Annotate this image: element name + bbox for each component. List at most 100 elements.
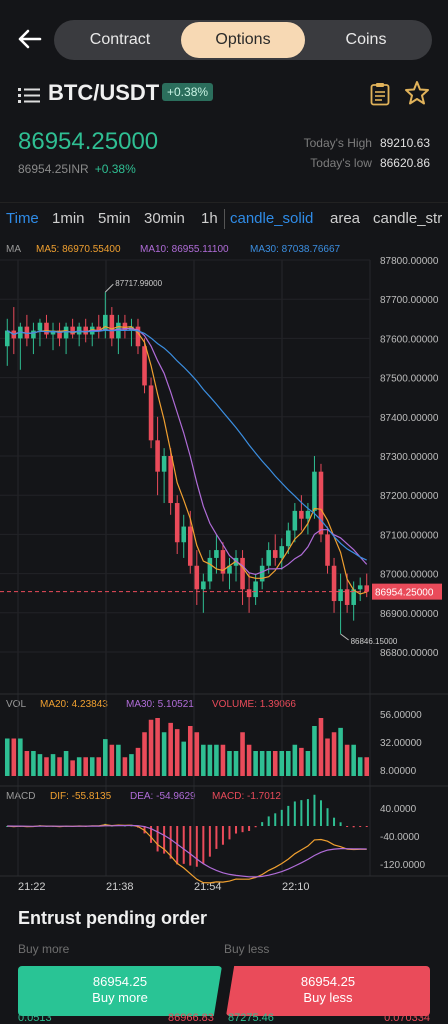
volume-bar [24, 751, 30, 776]
low-label: Today's low [310, 156, 372, 170]
price-tick-label: 87000.00000 [380, 570, 439, 581]
price-tick-label: 86900.00000 [380, 609, 439, 620]
style-candle-stroke[interactable]: candle_str [373, 210, 443, 227]
volume-bar [318, 718, 324, 776]
volume-bar [286, 751, 291, 776]
volume-bar [207, 744, 213, 776]
buy-more-button[interactable]: 86954.25 Buy more [18, 966, 222, 1016]
candle-body [44, 322, 49, 335]
timeframe-bar: Time 1min 5min 30min 1h candle_solid are… [0, 202, 448, 234]
volume-bar [155, 718, 160, 776]
menu-list-icon[interactable] [18, 86, 40, 104]
macd-hist-bar [293, 801, 296, 826]
macd-hist-bar [346, 826, 349, 827]
tf-1h[interactable]: 1h [201, 210, 218, 227]
current-price-tag [372, 583, 442, 600]
macd-legend: MACD: -1.7012 [212, 791, 281, 802]
tf-30min[interactable]: 30min [144, 210, 185, 227]
candle-body [181, 526, 187, 543]
clipboard-icon[interactable] [370, 82, 390, 106]
candle-body [214, 550, 219, 558]
volume-bar [96, 757, 102, 776]
candle-body [207, 557, 213, 582]
volume-bar [299, 747, 304, 776]
volume-bar [240, 732, 245, 776]
kline-chart[interactable]: MA MA5: 86970.55400 MA10: 86955.11100 MA… [0, 236, 448, 900]
ma5-line [6, 325, 367, 595]
buy-less-label: Buy less [224, 942, 270, 956]
volume-bar [351, 744, 356, 776]
todays-low: Today's low 86620.86 [310, 156, 430, 170]
tf-1min[interactable]: 1min [52, 210, 85, 227]
volume-bar [63, 751, 69, 776]
candle-body [168, 456, 173, 504]
macd-hist-bar [202, 826, 205, 864]
macd-hist-bar [280, 809, 283, 826]
tab-contract[interactable]: Contract [89, 31, 151, 48]
candle-body [351, 589, 356, 605]
macd-hist-bar [215, 826, 218, 849]
macd-hist-bar [326, 808, 329, 826]
volume-bar [246, 744, 252, 776]
volume-bar [161, 732, 167, 776]
min-pointer [340, 633, 349, 641]
buy-price: 86954.25 [92, 974, 148, 989]
style-candle-solid[interactable]: candle_solid [230, 210, 314, 227]
macd-hist-bar [228, 826, 231, 840]
candle-body [220, 550, 226, 574]
ob-qty-a: 0.0513 [18, 1012, 52, 1024]
tf-time[interactable]: Time [6, 210, 39, 227]
ma10-line [6, 327, 368, 576]
dea-line [7, 824, 367, 878]
volume-bar [129, 754, 134, 776]
price-inr: 86954.25INR [18, 162, 89, 176]
macd-hist-bar [182, 826, 185, 864]
macd-hist-bar [333, 817, 336, 826]
back-arrow-icon[interactable] [16, 26, 42, 52]
todays-high: Today's High 89210.63 [304, 136, 430, 150]
candle-body [325, 534, 330, 566]
tab-options[interactable]: Options [181, 22, 305, 58]
volume-bar [168, 722, 173, 776]
volume-bar [187, 726, 193, 776]
volume-bar [76, 757, 82, 776]
volume-bar [344, 744, 350, 776]
macd-hist-bar [241, 826, 244, 833]
volume-bars: 56.00000 32.00000 8.00000 [4, 710, 422, 777]
tf-5min[interactable]: 5min [98, 210, 131, 227]
price-tick-label: 87200.00000 [380, 491, 439, 502]
macd-hist-bar [352, 826, 355, 828]
volume-bar [292, 744, 298, 776]
volume-bar [174, 729, 180, 776]
high-label: Today's High [303, 136, 372, 150]
time-label: 21:22 [18, 881, 46, 893]
candle-body [305, 510, 311, 519]
volume-bar [18, 738, 23, 776]
candle-body [96, 326, 102, 331]
volume-bar [31, 751, 36, 776]
volume-bar [11, 738, 17, 776]
volume-bar [148, 719, 154, 776]
volume-bar [109, 744, 115, 776]
buy-less-button[interactable]: 86954.25 Buy less [226, 966, 430, 1016]
ob-price-c: 87275.46 [228, 1012, 274, 1024]
volume-bar [181, 741, 187, 776]
macd-hist-bar [365, 826, 368, 827]
candle-body [253, 581, 258, 598]
candle-body [109, 314, 115, 339]
vol-label: VOL [6, 699, 26, 710]
low-value: 86620.86 [379, 156, 430, 170]
volume-bar [135, 747, 141, 776]
candle-body [331, 565, 337, 602]
candle-body [187, 526, 193, 566]
volume-tick-label: 8.00000 [380, 766, 417, 777]
volume-bar [142, 732, 147, 776]
style-area[interactable]: area [330, 210, 361, 227]
star-icon[interactable] [404, 80, 430, 106]
candle-body [142, 346, 147, 386]
pair-title[interactable]: BTC/USDT [48, 80, 160, 105]
tab-coins[interactable]: Coins [345, 31, 387, 48]
macd-hist-bar [274, 813, 277, 826]
volume-bar [57, 757, 62, 776]
min-annotation: 86846.15000 [351, 637, 398, 646]
